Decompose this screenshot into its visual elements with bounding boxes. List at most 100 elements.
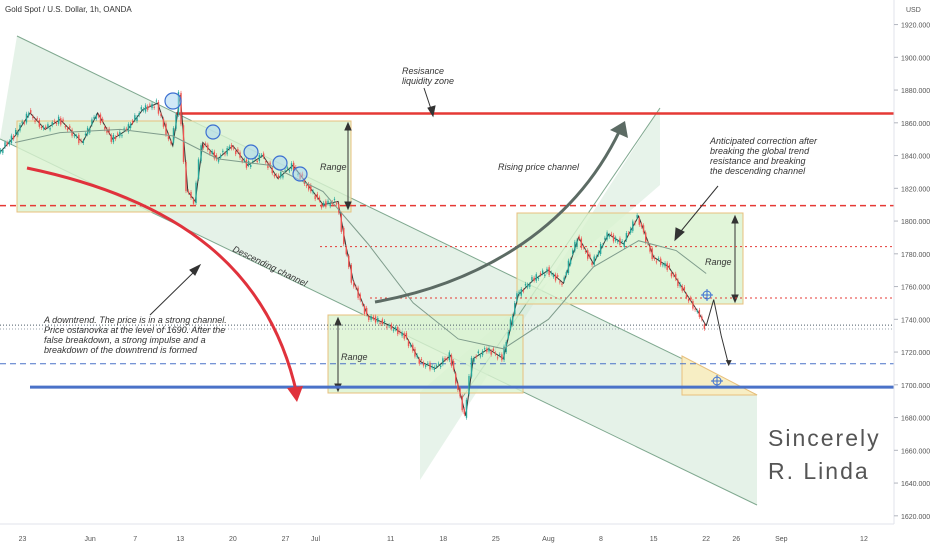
candle-body [305,185,308,187]
candle-body [569,259,572,265]
candle-body [563,277,565,281]
candle-body [388,325,390,327]
candle-body [333,198,336,200]
candle-body [288,170,291,172]
x-tick-label: Sep [775,536,788,543]
candle-body [127,124,130,132]
candle-body [69,126,71,129]
candle-body [49,128,51,130]
annotation-line: Price ostanovka at the level of 1690. Af… [44,325,225,335]
candle-body [123,128,125,131]
candle-body [343,227,345,245]
candle-body [119,131,121,137]
candle-body [23,122,26,124]
candle-body [440,365,442,368]
candle-body [672,274,675,276]
candle-body [685,294,688,298]
candle-body [435,365,438,367]
x-tick-label: Jul [311,536,320,543]
candle-body [121,135,123,137]
candle-body [213,151,215,159]
candle-body [657,258,660,260]
candle-body [386,326,388,328]
candle-body [383,321,386,323]
y-tick-label: 1640.000 [901,481,930,488]
candle-body [492,348,495,351]
candle-body [224,153,226,155]
signature-line-1: Sincerely [768,425,881,451]
candle-body [228,146,230,149]
candle-body [494,352,497,355]
candle-body [286,167,288,169]
candle-body [524,283,527,286]
candle-body [457,384,459,391]
projection-line [705,299,730,366]
candle-body [541,270,544,274]
x-tick-label: Aug [542,536,555,543]
candle-body [503,346,505,360]
candle-body [670,272,673,277]
annotation-line: A downtrend. The price is in a strong ch… [43,315,227,325]
candle-body [468,376,470,395]
candle-body [424,365,427,367]
candle-body [370,316,372,320]
candle-body [132,120,134,124]
candle-body [399,331,401,333]
candle-body [157,102,160,114]
x-tick-label: Jun [85,536,96,543]
candle-body [584,251,587,253]
candle-body [455,373,457,384]
candle-body [599,243,602,255]
price-axis[interactable]: USD 1920.000 1900.000 1880.000 1860.000 1840… [893,0,932,550]
candle-body [431,366,433,368]
candle-body [195,182,197,204]
candle-body [200,145,202,162]
candle-body [554,274,557,281]
candle-body [612,234,615,242]
candle-body [593,256,595,265]
candle-body [381,319,384,324]
candle-body [567,260,570,273]
candle-body [116,133,119,135]
chart-title: Gold Spot / U.S. Dollar, 1h, OANDA [5,5,132,14]
candle-body [271,167,273,174]
candle-body [12,136,15,139]
candle-body [574,241,576,251]
candle-body [687,298,690,302]
candle-body [110,135,112,142]
resistance-zone-label: Resisance liquidity zone [402,66,454,86]
candle-body [365,307,368,315]
candle-body [377,318,379,322]
x-tick-label: 23 [19,536,27,543]
candle-body [544,274,546,276]
x-tick-label: 13 [176,536,184,543]
correction-annotation: Anticipated correction after breaking the… [709,136,818,176]
time-axis[interactable]: 23 Jun 7 13 20 27 Jul 11 18 25 Aug 8 15 22 26 Sep 12 [0,523,894,550]
range-label-august: Range [705,257,732,267]
candle-body [694,308,696,310]
candle-body [170,141,172,144]
candle-body [114,137,117,140]
candle-body [187,191,190,193]
price-series [0,90,732,420]
range-label-june: Range [320,162,347,172]
candle-body [416,355,418,358]
annotation-line: liquidity zone [402,76,454,86]
rise-curved-arrow [374,129,622,304]
candle-body [125,128,127,130]
candle-body [632,221,634,231]
candle-body [522,290,525,292]
candle-body [561,283,563,285]
range-box-august [516,212,744,305]
candle-body [675,273,677,280]
candle-body [509,319,512,330]
candle-body [6,142,8,145]
candle-body [327,200,329,204]
candle-body [136,117,138,122]
candle-body [256,161,258,163]
candle-body [78,134,80,144]
candle-body [677,279,679,287]
x-tick-label: 11 [387,536,394,543]
candle-body [539,273,542,275]
candle-body [47,124,49,128]
